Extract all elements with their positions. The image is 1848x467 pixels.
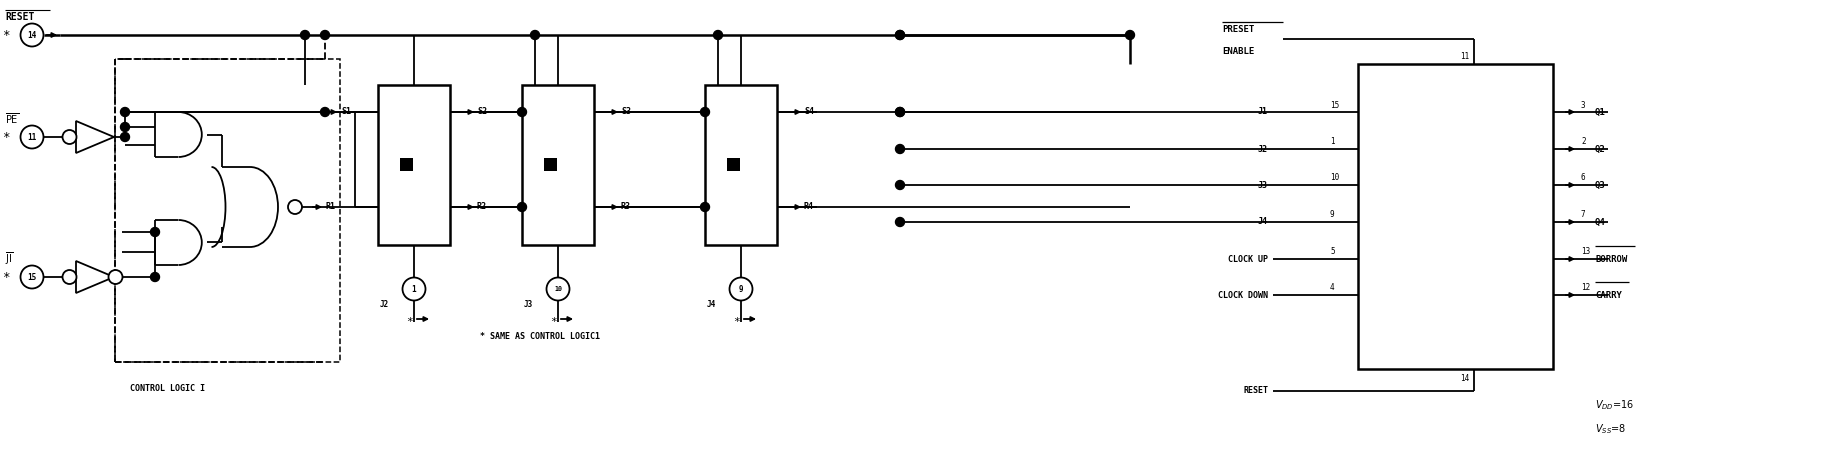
Text: 1: 1 <box>1329 137 1334 147</box>
Circle shape <box>63 130 76 144</box>
Bar <box>377 85 449 245</box>
Text: 14: 14 <box>1460 375 1469 383</box>
Text: J1: J1 <box>1257 107 1268 116</box>
Circle shape <box>120 107 129 116</box>
Circle shape <box>894 107 904 116</box>
Text: * SAME AS CONTROL LOGIC1: * SAME AS CONTROL LOGIC1 <box>480 333 599 341</box>
Circle shape <box>517 203 527 212</box>
Text: *: * <box>2 28 9 42</box>
Text: 6: 6 <box>1580 174 1586 183</box>
Text: J4: J4 <box>706 300 715 310</box>
Text: 10: 10 <box>554 286 562 292</box>
Circle shape <box>894 181 904 190</box>
Text: $\overline{\rm JI}$: $\overline{\rm JI}$ <box>6 251 13 268</box>
Text: *: * <box>2 130 9 143</box>
Text: J2: J2 <box>1257 144 1268 154</box>
Text: 5: 5 <box>1329 248 1334 256</box>
Text: J3: J3 <box>1257 181 1268 190</box>
Text: 2: 2 <box>1580 137 1586 147</box>
Text: 7: 7 <box>1580 211 1586 219</box>
Text: *: * <box>549 317 556 327</box>
Text: $V_{SS}$=8: $V_{SS}$=8 <box>1595 422 1626 436</box>
Text: 15: 15 <box>28 273 37 282</box>
Text: J2: J2 <box>381 300 390 310</box>
Text: CLOCK DOWN: CLOCK DOWN <box>1218 290 1268 299</box>
Text: S1: S1 <box>340 107 351 116</box>
Circle shape <box>894 218 904 226</box>
Circle shape <box>63 270 76 284</box>
Text: 15: 15 <box>1329 100 1338 109</box>
Circle shape <box>150 227 159 236</box>
Circle shape <box>20 126 44 149</box>
Circle shape <box>730 277 752 300</box>
Text: R2: R2 <box>477 203 486 212</box>
Bar <box>399 158 412 171</box>
Bar <box>1356 64 1552 369</box>
Text: S3: S3 <box>621 107 630 116</box>
Text: Q2: Q2 <box>1595 144 1604 154</box>
Text: Q1: Q1 <box>1595 107 1604 116</box>
Text: *: * <box>407 317 412 327</box>
Circle shape <box>320 30 329 40</box>
Circle shape <box>1125 30 1135 40</box>
Text: BORROW: BORROW <box>1595 255 1626 263</box>
Circle shape <box>530 30 540 40</box>
Circle shape <box>894 30 904 40</box>
Text: Q4: Q4 <box>1595 218 1604 226</box>
Circle shape <box>288 200 301 214</box>
Bar <box>521 85 593 245</box>
Circle shape <box>120 122 129 132</box>
Text: 9: 9 <box>1329 211 1334 219</box>
Circle shape <box>547 277 569 300</box>
Text: 11: 11 <box>1460 51 1469 61</box>
Circle shape <box>713 30 723 40</box>
Text: RESET: RESET <box>6 12 35 22</box>
Text: CONTROL LOGIC I: CONTROL LOGIC I <box>129 384 205 394</box>
Text: 3: 3 <box>1580 100 1586 109</box>
Text: R1: R1 <box>325 203 336 212</box>
Circle shape <box>109 270 122 284</box>
Circle shape <box>120 133 129 142</box>
Circle shape <box>700 107 710 116</box>
Circle shape <box>894 107 904 116</box>
Circle shape <box>894 144 904 154</box>
Circle shape <box>700 203 710 212</box>
Text: CLOCK UP: CLOCK UP <box>1227 255 1268 263</box>
Circle shape <box>20 23 44 47</box>
Circle shape <box>320 107 329 116</box>
Text: 10: 10 <box>1329 174 1338 183</box>
Text: $\overline{\rm PE}$: $\overline{\rm PE}$ <box>6 112 18 127</box>
Text: 4: 4 <box>1329 283 1334 292</box>
Text: S4: S4 <box>804 107 813 116</box>
Text: 9: 9 <box>739 284 743 293</box>
Text: ENABLE: ENABLE <box>1222 48 1253 57</box>
Text: J3: J3 <box>523 300 532 310</box>
Circle shape <box>301 30 309 40</box>
Circle shape <box>403 277 425 300</box>
Circle shape <box>20 266 44 289</box>
Text: 12: 12 <box>1580 283 1589 292</box>
Bar <box>726 158 739 171</box>
Text: 14: 14 <box>28 30 37 40</box>
Text: R4: R4 <box>804 203 813 212</box>
Text: J4: J4 <box>1257 218 1268 226</box>
Circle shape <box>894 30 904 40</box>
Text: *: * <box>2 270 9 283</box>
Text: Q3: Q3 <box>1595 181 1604 190</box>
Text: 13: 13 <box>1580 248 1589 256</box>
Text: S2: S2 <box>477 107 486 116</box>
Text: CARRY: CARRY <box>1595 290 1621 299</box>
Circle shape <box>150 273 159 282</box>
Text: $V_{DD}$=16: $V_{DD}$=16 <box>1595 398 1634 412</box>
Text: PRESET: PRESET <box>1222 24 1253 34</box>
Text: 1: 1 <box>412 284 416 293</box>
Bar <box>704 85 776 245</box>
Circle shape <box>517 107 527 116</box>
Text: R3: R3 <box>621 203 630 212</box>
Text: *: * <box>732 317 739 327</box>
Bar <box>543 158 556 171</box>
Text: 11: 11 <box>28 133 37 142</box>
Text: RESET: RESET <box>1242 387 1268 396</box>
